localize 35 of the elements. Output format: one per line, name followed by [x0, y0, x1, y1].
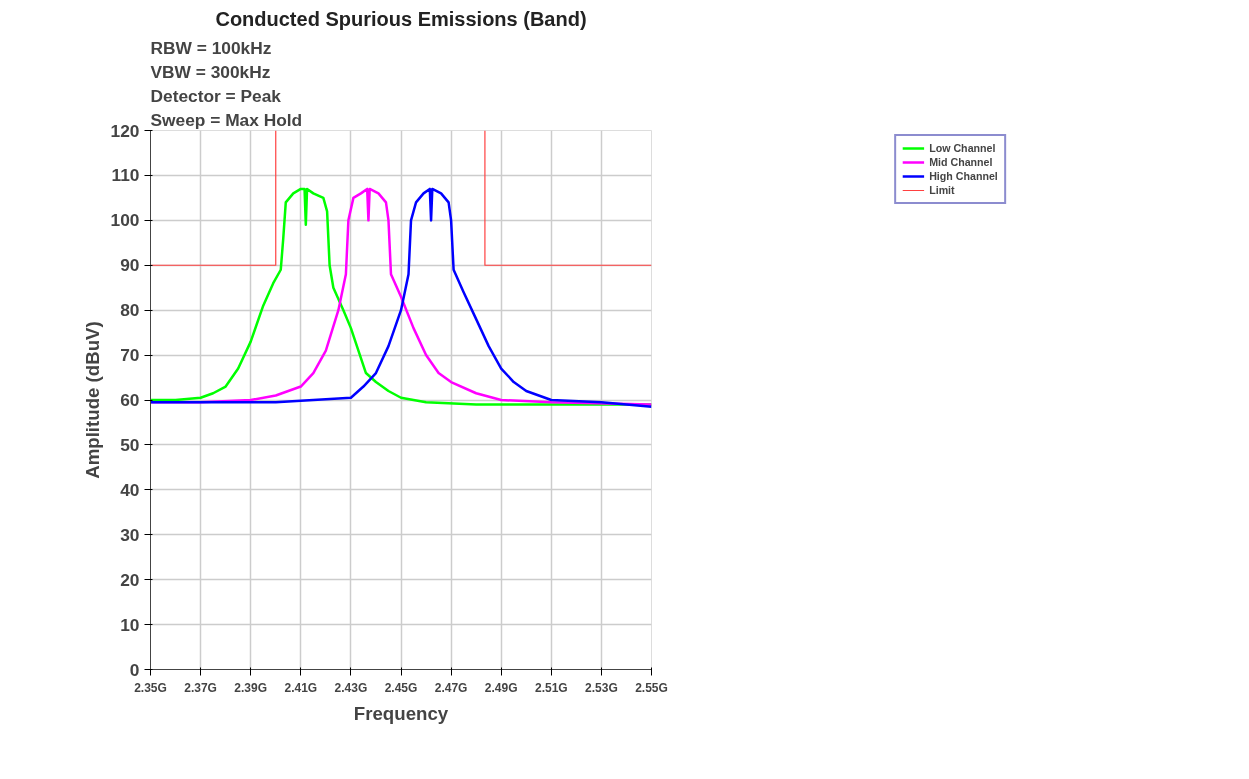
y-tick-label: 100 — [110, 210, 140, 231]
y-tick-label: 60 — [120, 390, 140, 410]
legend-label: Limit — [929, 184, 955, 196]
chart-title: Conducted Spurious Emissions (Band) — [215, 7, 587, 30]
x-tick-label: 2.43G — [334, 680, 368, 695]
text: Sweep = Max Hold — [150, 109, 303, 130]
y-tick-label: 70 — [120, 345, 140, 366]
y-tick-label: 20 — [120, 569, 140, 590]
x-tick-label: 2.53G — [585, 680, 618, 695]
x-tick-label: 2.41G — [284, 680, 318, 695]
y-tick-label: 10 — [120, 614, 140, 635]
y-tick-label: 0 — [129, 659, 140, 680]
x-tick-label: 2.47G — [434, 680, 468, 695]
x-axis-title: Frequency — [353, 702, 449, 724]
y-axis-title: Amplitude (dBuV) — [81, 321, 103, 479]
y-tick-label: 110 — [111, 165, 140, 186]
text: VBW = 300kHz — [150, 61, 271, 82]
x-tick-label: 2.37G — [184, 680, 217, 695]
y-tick-label: 50 — [120, 434, 140, 455]
y-tick-label: 80 — [120, 300, 140, 321]
y-tick-label: 40 — [120, 479, 140, 500]
x-tick-label: 2.51G — [534, 680, 568, 695]
x-tick-label: 2.55G — [635, 680, 668, 695]
x-tick-label: 2.49G — [484, 680, 518, 695]
y-tick-label: 120 — [110, 120, 140, 141]
text: Detector = Peak — [150, 85, 282, 106]
text: RBW = 100kHz — [150, 37, 272, 58]
x-tick-label: 2.35G — [134, 680, 167, 695]
legend-label: Mid Channel — [929, 156, 993, 168]
legend-label: Low Channel — [929, 142, 996, 154]
y-tick-label: 30 — [120, 524, 140, 545]
legend-label: High Channel — [929, 170, 998, 182]
x-tick-label: 2.45G — [384, 680, 418, 695]
y-tick-label: 90 — [120, 255, 140, 276]
x-tick-label: 2.39G — [234, 680, 268, 695]
